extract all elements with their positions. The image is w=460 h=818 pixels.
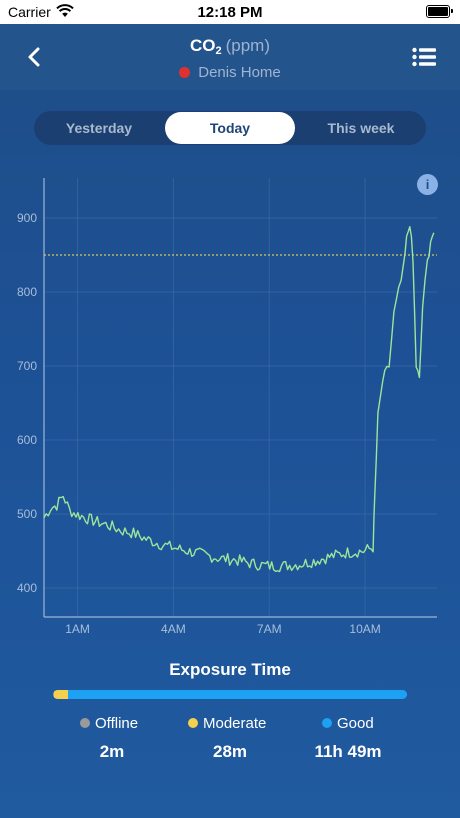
- period-segmented-control: Yesterday Today This week: [34, 111, 426, 145]
- legend-moderate-label: Moderate: [203, 715, 267, 732]
- legend-good: Good: [322, 715, 374, 732]
- status-time: 12:18 PM: [197, 4, 263, 21]
- legend-offline-label: Offline: [95, 715, 139, 732]
- x-tick-label: 7AM: [257, 622, 282, 636]
- offline-value: 2m: [99, 742, 125, 761]
- legend-offline: Offline: [80, 715, 138, 732]
- moderate-dot-icon: [188, 718, 198, 728]
- location-name: Denis Home: [198, 64, 281, 81]
- tab-this-week[interactable]: This week: [327, 120, 395, 136]
- nav-header: CO2 (ppm) Denis Home: [0, 24, 460, 90]
- y-tick-label: 600: [17, 433, 37, 447]
- y-tick-label: 400: [17, 581, 37, 595]
- tab-yesterday[interactable]: Yesterday: [65, 120, 133, 136]
- y-tick-label: 700: [17, 359, 37, 373]
- y-tick-label: 800: [17, 285, 37, 299]
- back-chevron-icon[interactable]: [24, 44, 46, 70]
- list-menu-icon[interactable]: [412, 46, 436, 68]
- title-gas: CO: [189, 36, 216, 55]
- good-dot-icon: [322, 718, 332, 728]
- page-title: CO2 (ppm): [0, 36, 460, 57]
- x-tick-label: 4AM: [161, 622, 186, 636]
- legend-moderate: Moderate: [188, 715, 266, 732]
- legend-good-label: Good: [337, 715, 374, 732]
- co2-line-chart: 900 800 700 600 500 400 1AM 4AM 7AM 10AM: [17, 178, 437, 636]
- status-bar: Carrier 12:18 PM: [0, 0, 460, 24]
- exposure-progress-bar: [53, 690, 407, 699]
- moderate-value: 28m: [212, 742, 248, 761]
- offline-dot-icon: [80, 718, 90, 728]
- tab-today[interactable]: Today: [165, 112, 295, 144]
- exposure-bar-good: [68, 690, 407, 699]
- exposure-bar-offline: [53, 690, 55, 699]
- x-tick-label: 1AM: [65, 622, 90, 636]
- wifi-icon: [56, 4, 74, 17]
- y-tick-label: 500: [17, 507, 37, 521]
- y-tick-label: 900: [17, 211, 37, 225]
- x-tick-label: 10AM: [349, 622, 380, 636]
- exposure-bar-moderate: [54, 690, 69, 699]
- carrier-label: Carrier: [8, 4, 51, 20]
- status-dot-icon: [179, 67, 191, 78]
- co2-series-line: [43, 226, 435, 573]
- title-subscript: 2: [215, 45, 222, 57]
- battery-icon: [426, 5, 453, 18]
- title-unit: (ppm): [225, 36, 271, 55]
- exposure-title: Exposure Time: [169, 660, 291, 679]
- good-value: 11h 49m: [314, 742, 382, 761]
- location-subtitle: Denis Home: [0, 64, 460, 81]
- info-icon[interactable]: i: [417, 174, 438, 195]
